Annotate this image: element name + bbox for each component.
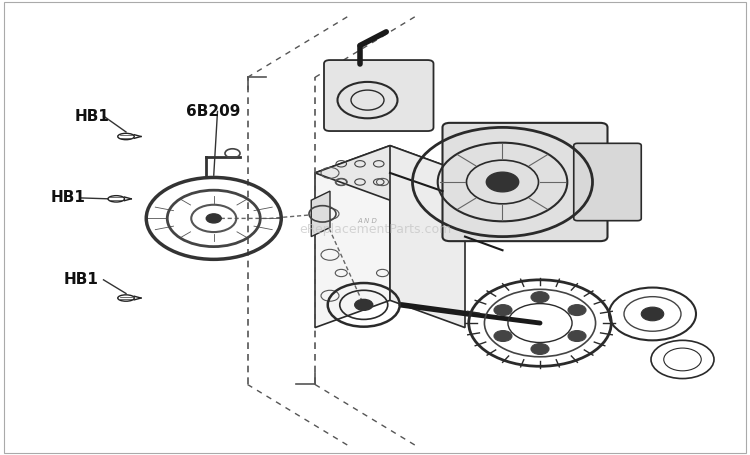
Polygon shape	[311, 191, 330, 237]
Polygon shape	[315, 146, 465, 200]
Circle shape	[494, 331, 512, 341]
Circle shape	[486, 172, 519, 192]
Circle shape	[206, 214, 221, 223]
Text: HB1: HB1	[75, 109, 109, 123]
Text: 6B209: 6B209	[186, 104, 240, 119]
Text: HB1: HB1	[64, 273, 99, 287]
Ellipse shape	[118, 133, 134, 140]
FancyBboxPatch shape	[442, 123, 608, 241]
Polygon shape	[390, 146, 465, 328]
Circle shape	[531, 292, 549, 303]
Polygon shape	[315, 146, 390, 328]
Circle shape	[355, 299, 373, 310]
Text: A N D: A N D	[358, 218, 377, 224]
Circle shape	[568, 331, 586, 341]
Text: eReplacementParts.com: eReplacementParts.com	[298, 223, 452, 236]
FancyBboxPatch shape	[574, 143, 641, 221]
Ellipse shape	[118, 295, 134, 301]
Ellipse shape	[108, 196, 124, 202]
Circle shape	[494, 305, 512, 316]
Text: HB1: HB1	[51, 191, 86, 205]
FancyBboxPatch shape	[324, 60, 434, 131]
Circle shape	[641, 307, 664, 321]
Circle shape	[568, 305, 586, 316]
Circle shape	[531, 344, 549, 354]
